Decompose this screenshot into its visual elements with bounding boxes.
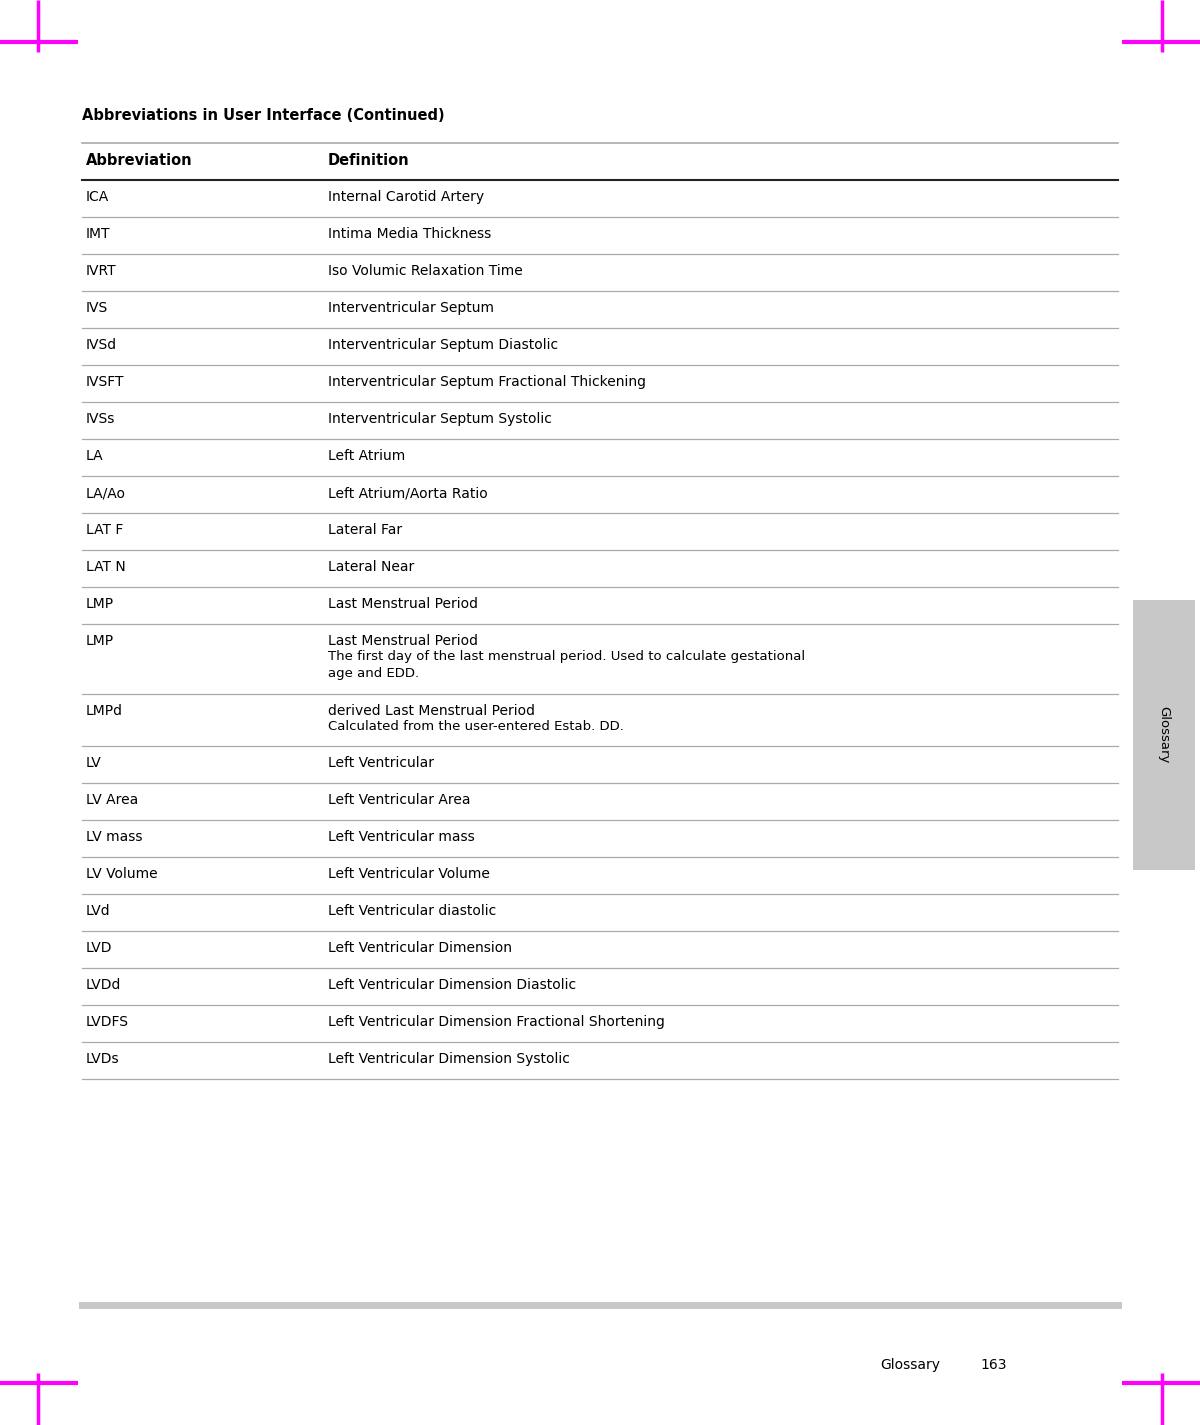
Text: Left Ventricular Dimension Fractional Shortening: Left Ventricular Dimension Fractional Sh…: [328, 1015, 665, 1029]
Text: Interventricular Septum: Interventricular Septum: [328, 301, 494, 315]
Text: Glossary: Glossary: [880, 1358, 940, 1372]
Text: LMP: LMP: [86, 597, 114, 611]
Text: LV Volume: LV Volume: [86, 866, 157, 881]
Text: Last Menstrual Period: Last Menstrual Period: [328, 597, 478, 611]
Text: Left Atrium: Left Atrium: [328, 449, 406, 463]
Text: Left Ventricular mass: Left Ventricular mass: [328, 829, 475, 844]
Text: Left Atrium/Aorta Ratio: Left Atrium/Aorta Ratio: [328, 486, 487, 500]
Text: LVDFS: LVDFS: [86, 1015, 130, 1029]
Text: ICA: ICA: [86, 190, 109, 204]
Text: IVSd: IVSd: [86, 338, 118, 352]
Bar: [1133, 600, 1195, 871]
Text: LVd: LVd: [86, 903, 110, 918]
Text: LA: LA: [86, 449, 103, 463]
Text: Left Ventricular Dimension: Left Ventricular Dimension: [328, 940, 512, 955]
Text: IVS: IVS: [86, 301, 108, 315]
Text: IVSFT: IVSFT: [86, 375, 125, 389]
Text: Last Menstrual Period: Last Menstrual Period: [328, 634, 478, 648]
Text: LVDs: LVDs: [86, 1052, 120, 1066]
Text: Lateral Far: Lateral Far: [328, 523, 402, 537]
Text: Internal Carotid Artery: Internal Carotid Artery: [328, 190, 484, 204]
Text: Interventricular Septum Systolic: Interventricular Septum Systolic: [328, 412, 552, 426]
Text: Abbreviation: Abbreviation: [86, 152, 193, 168]
Text: Iso Volumic Relaxation Time: Iso Volumic Relaxation Time: [328, 264, 523, 278]
Text: Glossary: Glossary: [1158, 707, 1170, 764]
Text: LVDd: LVDd: [86, 978, 121, 992]
Text: Left Ventricular diastolic: Left Ventricular diastolic: [328, 903, 497, 918]
Text: Left Ventricular Dimension Systolic: Left Ventricular Dimension Systolic: [328, 1052, 570, 1066]
Text: derived Last Menstrual Period: derived Last Menstrual Period: [328, 704, 535, 718]
Text: LVD: LVD: [86, 940, 113, 955]
Text: LA/Ao: LA/Ao: [86, 486, 126, 500]
Text: LV: LV: [86, 757, 102, 770]
Text: Left Ventricular Volume: Left Ventricular Volume: [328, 866, 490, 881]
Text: Lateral Near: Lateral Near: [328, 560, 414, 574]
Text: LV Area: LV Area: [86, 792, 138, 807]
Text: Abbreviations in User Interface (Continued): Abbreviations in User Interface (Continu…: [82, 108, 445, 123]
Text: IVSs: IVSs: [86, 412, 115, 426]
Text: LAT N: LAT N: [86, 560, 126, 574]
Text: LAT F: LAT F: [86, 523, 124, 537]
Text: Interventricular Septum Fractional Thickening: Interventricular Septum Fractional Thick…: [328, 375, 646, 389]
Text: Definition: Definition: [328, 152, 409, 168]
Text: IVRT: IVRT: [86, 264, 116, 278]
Text: Left Ventricular: Left Ventricular: [328, 757, 434, 770]
Text: Interventricular Septum Diastolic: Interventricular Septum Diastolic: [328, 338, 558, 352]
Text: 163: 163: [980, 1358, 1007, 1372]
Text: Left Ventricular Dimension Diastolic: Left Ventricular Dimension Diastolic: [328, 978, 576, 992]
Text: IMT: IMT: [86, 227, 110, 241]
Text: The first day of the last menstrual period. Used to calculate gestational
age an: The first day of the last menstrual peri…: [328, 650, 805, 680]
Text: LMP: LMP: [86, 634, 114, 648]
Text: LMPd: LMPd: [86, 704, 124, 718]
Text: LV mass: LV mass: [86, 829, 143, 844]
Text: Left Ventricular Area: Left Ventricular Area: [328, 792, 470, 807]
Text: Intima Media Thickness: Intima Media Thickness: [328, 227, 491, 241]
Text: Calculated from the user-entered Estab. DD.: Calculated from the user-entered Estab. …: [328, 720, 624, 732]
